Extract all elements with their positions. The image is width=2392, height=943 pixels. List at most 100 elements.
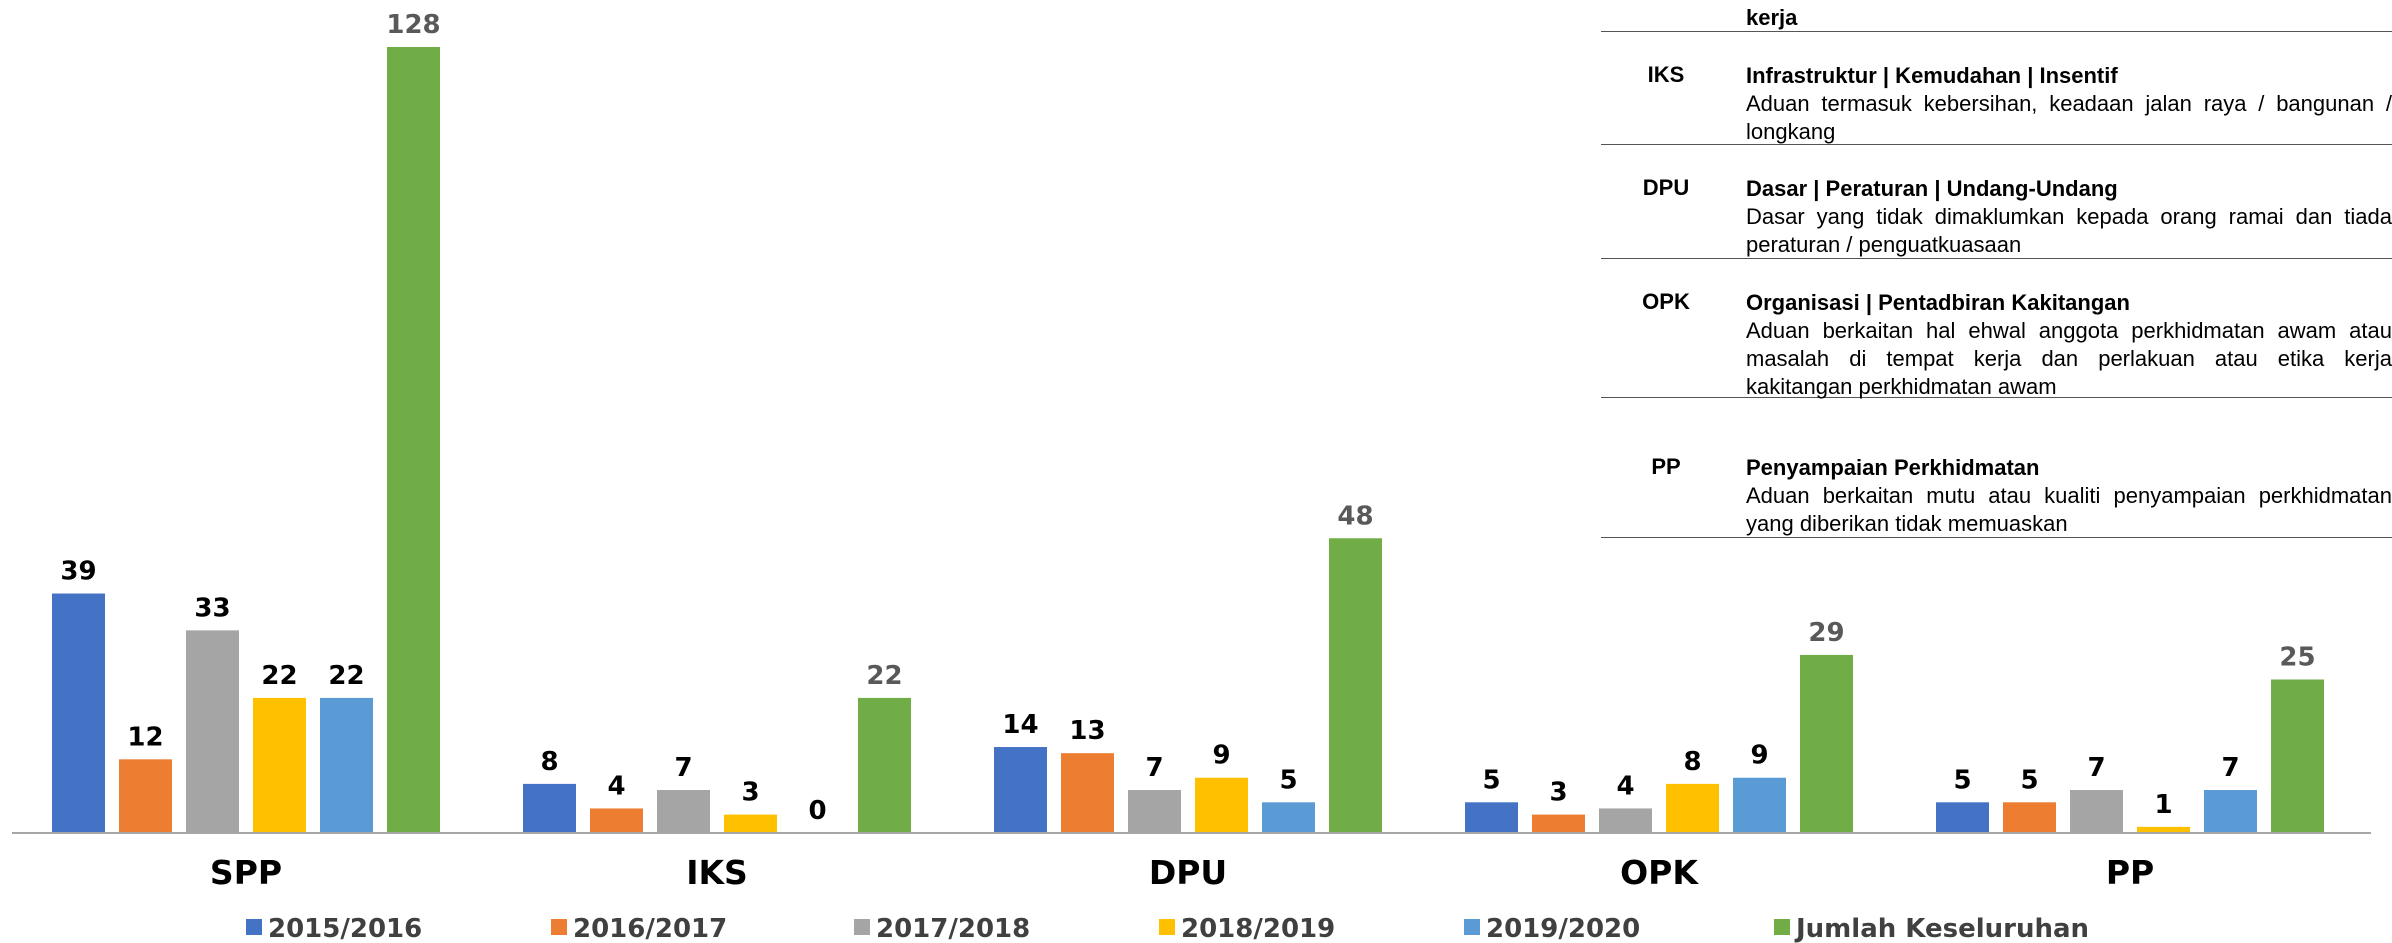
row-title: Infrastruktur | Kemudahan | Insentif — [1746, 63, 2118, 88]
legend-label: 2017/2018 — [876, 914, 1030, 943]
data-label: 7 — [1145, 753, 1163, 783]
bar — [387, 47, 440, 833]
data-label: 22 — [328, 661, 364, 691]
bar — [1329, 538, 1382, 833]
bar — [1061, 753, 1114, 833]
bar — [1666, 783, 1719, 833]
data-label: 7 — [2221, 753, 2239, 783]
x-tick-label: SPP — [210, 853, 282, 892]
row-code: IKS — [1647, 62, 1685, 87]
table-row: kerja — [1601, 0, 2392, 32]
x-tick-label: IKS — [686, 853, 748, 892]
bar — [858, 697, 911, 833]
data-label: 7 — [674, 753, 692, 783]
data-label: 48 — [1337, 501, 1373, 531]
bar — [1936, 802, 1989, 833]
row-title: Dasar | Peraturan | Undang-Undang — [1746, 176, 2118, 201]
row-code: PP — [1651, 454, 1681, 479]
row-desc: Aduan termasuk kebersihan, keadaan jalan… — [1746, 91, 2392, 144]
bar — [2137, 826, 2190, 833]
bar — [1599, 808, 1652, 833]
bar — [1733, 777, 1786, 833]
data-label: 9 — [1750, 741, 1768, 771]
legend-swatch — [1464, 919, 1480, 935]
table-row: PP Penyampaian Perkhidmatan Aduan berkaita… — [1601, 398, 2392, 538]
data-label: 5 — [1482, 765, 1500, 795]
row-body: Organisasi | Pentadbiran Kakitangan Aduan… — [1746, 289, 2392, 401]
bar — [1465, 802, 1518, 833]
bar — [320, 697, 373, 833]
data-label: 4 — [1616, 771, 1634, 801]
data-label: 25 — [2279, 642, 2315, 672]
bar — [186, 630, 239, 833]
x-tick-label: DPU — [1149, 853, 1227, 892]
row-body: kerja — [1746, 4, 2392, 32]
data-label: 3 — [741, 778, 759, 808]
legend-table: kerja IKS Infrastruktur | Kemudahan | Inse… — [1601, 0, 2392, 540]
legend-label: 2016/2017 — [573, 914, 727, 943]
table-row: IKS Infrastruktur | Kemudahan | Insentif A… — [1601, 32, 2392, 145]
legend-swatch — [1159, 919, 1175, 935]
data-label: 9 — [1212, 741, 1230, 771]
row-body: Penyampaian Perkhidmatan Aduan berkaitan … — [1746, 454, 2392, 538]
row-desc: Aduan berkaitan mutu atau kualiti penyam… — [1746, 483, 2392, 536]
row-desc: Dasar yang tidak dimaklumkan kepada oran… — [1746, 204, 2392, 257]
legend-label: 2018/2019 — [1181, 914, 1335, 943]
data-label: 128 — [386, 10, 440, 40]
table-row: DPU Dasar | Peraturan | Undang-Undang Dasa… — [1601, 145, 2392, 259]
row-title: Organisasi | Pentadbiran Kakitangan — [1746, 290, 2130, 315]
bar — [657, 790, 710, 833]
bar — [1532, 814, 1585, 833]
row-body: Dasar | Peraturan | Undang-Undang Dasar y… — [1746, 175, 2392, 259]
bar — [1195, 777, 1248, 833]
data-label: 3 — [1549, 778, 1567, 808]
bar — [2003, 802, 2056, 833]
bar — [2070, 790, 2123, 833]
data-label: 33 — [194, 593, 230, 623]
legend-swatch — [1774, 919, 1790, 935]
row-code: DPU — [1642, 175, 1690, 200]
row-title: Penyampaian Perkhidmatan — [1746, 455, 2040, 480]
bar — [2271, 679, 2324, 833]
bar — [52, 593, 105, 833]
data-label: 5 — [1953, 765, 1971, 795]
data-label: 22 — [261, 661, 297, 691]
x-tick-label: OPK — [1620, 853, 1699, 892]
data-label: 1 — [2154, 790, 2172, 820]
legend-label: 2015/2016 — [268, 914, 422, 943]
x-tick-label: PP — [2106, 853, 2154, 892]
bar — [2204, 790, 2257, 833]
legend-label: 2019/2020 — [1486, 914, 1640, 943]
legend-swatch — [246, 919, 262, 935]
data-label: 39 — [60, 557, 96, 587]
bar — [1800, 654, 1853, 833]
bar — [523, 783, 576, 833]
row-title: kerja — [1746, 5, 1798, 30]
data-label: 14 — [1002, 710, 1038, 740]
data-label: 4 — [607, 771, 625, 801]
row-code: OPK — [1642, 289, 1690, 314]
bar — [253, 697, 306, 833]
bar — [1128, 790, 1181, 833]
bar — [724, 814, 777, 833]
data-label: 22 — [866, 661, 902, 691]
legend-swatch — [854, 919, 870, 935]
data-label: 29 — [1808, 618, 1844, 648]
bar — [994, 747, 1047, 833]
row-desc: Aduan berkaitan hal ehwal anggota perkhi… — [1746, 318, 2392, 399]
data-label: 8 — [1683, 747, 1701, 777]
data-label: 0 — [808, 796, 826, 826]
bar — [119, 759, 172, 833]
legend-swatch — [551, 919, 567, 935]
bar — [1262, 802, 1315, 833]
data-label: 5 — [1279, 765, 1297, 795]
row-body: Infrastruktur | Kemudahan | Insentif Adua… — [1746, 62, 2392, 146]
data-label: 5 — [2020, 765, 2038, 795]
data-label: 13 — [1069, 716, 1105, 746]
table-row: OPK Organisasi | Pentadbiran Kakitangan Ad… — [1601, 259, 2392, 401]
data-label: 7 — [2087, 753, 2105, 783]
data-label: 12 — [127, 722, 163, 752]
bar — [590, 808, 643, 833]
